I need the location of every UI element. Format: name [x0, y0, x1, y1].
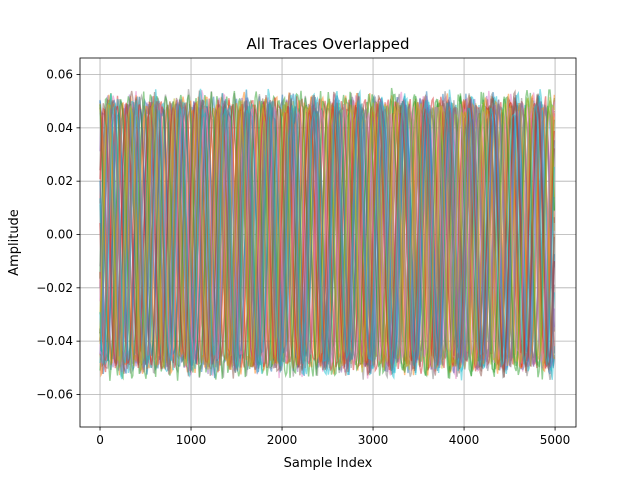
y-tick-label: −0.06 [36, 387, 73, 401]
x-axis: 0 1000 2000 3000 4000 5000 [96, 427, 570, 447]
x-tick-label: 4000 [449, 433, 480, 447]
chart-title: All Traces Overlapped [247, 35, 410, 53]
plot-area [79, 57, 577, 428]
x-tick-label: 2000 [267, 433, 298, 447]
y-tick-label: 0.02 [46, 174, 73, 188]
trace-line [99, 97, 555, 373]
y-tick-label: 0.06 [46, 68, 73, 82]
y-axis-label: Amplitude [7, 209, 22, 276]
y-tick-label: 0.00 [46, 228, 73, 242]
plot-frame [79, 57, 577, 428]
x-tick-label: 1000 [176, 433, 207, 447]
trace-line [99, 98, 555, 371]
y-axis: −0.06 −0.04 −0.02 0.00 0.02 0.04 0.06 [36, 68, 80, 401]
y-tick-label: −0.04 [36, 334, 73, 348]
x-tick-label: 0 [96, 433, 104, 447]
y-tick-label: 0.04 [46, 121, 73, 135]
x-tick-label: 5000 [540, 433, 571, 447]
y-tick-label: −0.02 [36, 281, 73, 295]
x-axis-label: Sample Index [284, 456, 373, 471]
x-tick-label: 3000 [358, 433, 389, 447]
traces [99, 87, 555, 381]
